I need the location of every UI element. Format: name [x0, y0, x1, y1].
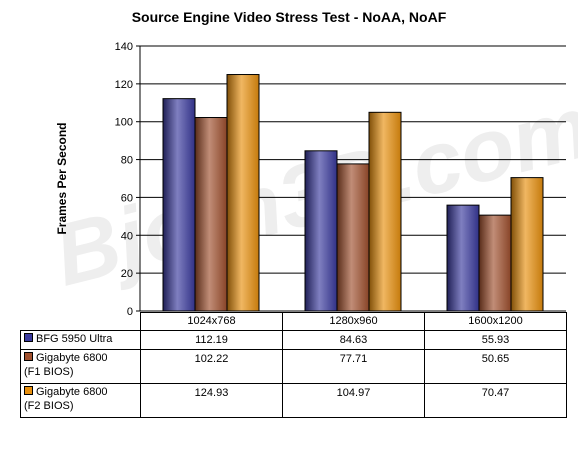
data-table: 1024x768 1280x960 1600x1200 BFG 5950 Ultra 1… — [20, 312, 567, 418]
y-tick-label: 80 — [121, 155, 133, 167]
legend-label: (F2 BIOS) — [24, 400, 74, 412]
data-value: 70.47 — [424, 383, 567, 418]
data-value: 84.63 — [282, 330, 425, 350]
data-value: 112.19 — [140, 330, 283, 350]
y-tick-label: 20 — [121, 268, 133, 280]
bar — [368, 111, 402, 312]
table-row: BFG 5950 Ultra 112.19 84.63 55.93 — [20, 330, 567, 350]
legend-swatch — [24, 333, 33, 342]
y-tick-label: 40 — [121, 230, 133, 242]
data-value: 104.97 — [282, 383, 425, 418]
legend-swatch — [24, 386, 33, 395]
data-value: 77.71 — [282, 349, 425, 384]
data-value: 124.93 — [140, 383, 283, 418]
bar — [478, 214, 512, 312]
legend-label: Gigabyte 6800 — [36, 386, 108, 398]
bar — [336, 163, 370, 312]
y-tick-label: 0 — [127, 306, 133, 318]
chart-title: Source Engine Video Stress Test - NoAA, … — [131, 9, 447, 25]
table-row: Gigabyte 6800 (F1 BIOS) 102.22 77.71 50.65 — [20, 349, 567, 384]
table-corner — [20, 312, 141, 331]
y-axis-label: Frames Per Second — [55, 122, 69, 234]
legend-swatch — [24, 352, 33, 361]
y-tick-label: 140 — [115, 41, 133, 53]
bar — [510, 177, 544, 312]
category-label: 1024x768 — [140, 312, 283, 331]
bar — [304, 150, 338, 312]
table-header-row: 1024x768 1280x960 1600x1200 — [20, 312, 567, 331]
y-tick-label: 100 — [115, 117, 133, 129]
category-label: 1600x1200 — [424, 312, 567, 331]
legend-entry: BFG 5950 Ultra — [20, 330, 141, 350]
data-value: 102.22 — [140, 349, 283, 384]
category-label: 1280x960 — [282, 312, 425, 331]
bar — [162, 98, 196, 312]
legend-entry: Gigabyte 6800 (F2 BIOS) — [20, 383, 141, 418]
y-tick-label: 60 — [121, 192, 133, 204]
legend-entry: Gigabyte 6800 (F1 BIOS) — [20, 349, 141, 384]
bar — [226, 74, 260, 312]
legend-label: (F1 BIOS) — [24, 366, 74, 378]
legend-label: Gigabyte 6800 — [36, 352, 108, 364]
bar — [446, 204, 480, 312]
bar — [194, 117, 228, 312]
y-tick-label: 120 — [115, 79, 133, 91]
data-value: 50.65 — [424, 349, 567, 384]
legend-label: BFG 5950 Ultra — [36, 333, 113, 345]
data-value: 55.93 — [424, 330, 567, 350]
table-row: Gigabyte 6800 (F2 BIOS) 124.93 104.97 70.47 — [20, 383, 567, 418]
